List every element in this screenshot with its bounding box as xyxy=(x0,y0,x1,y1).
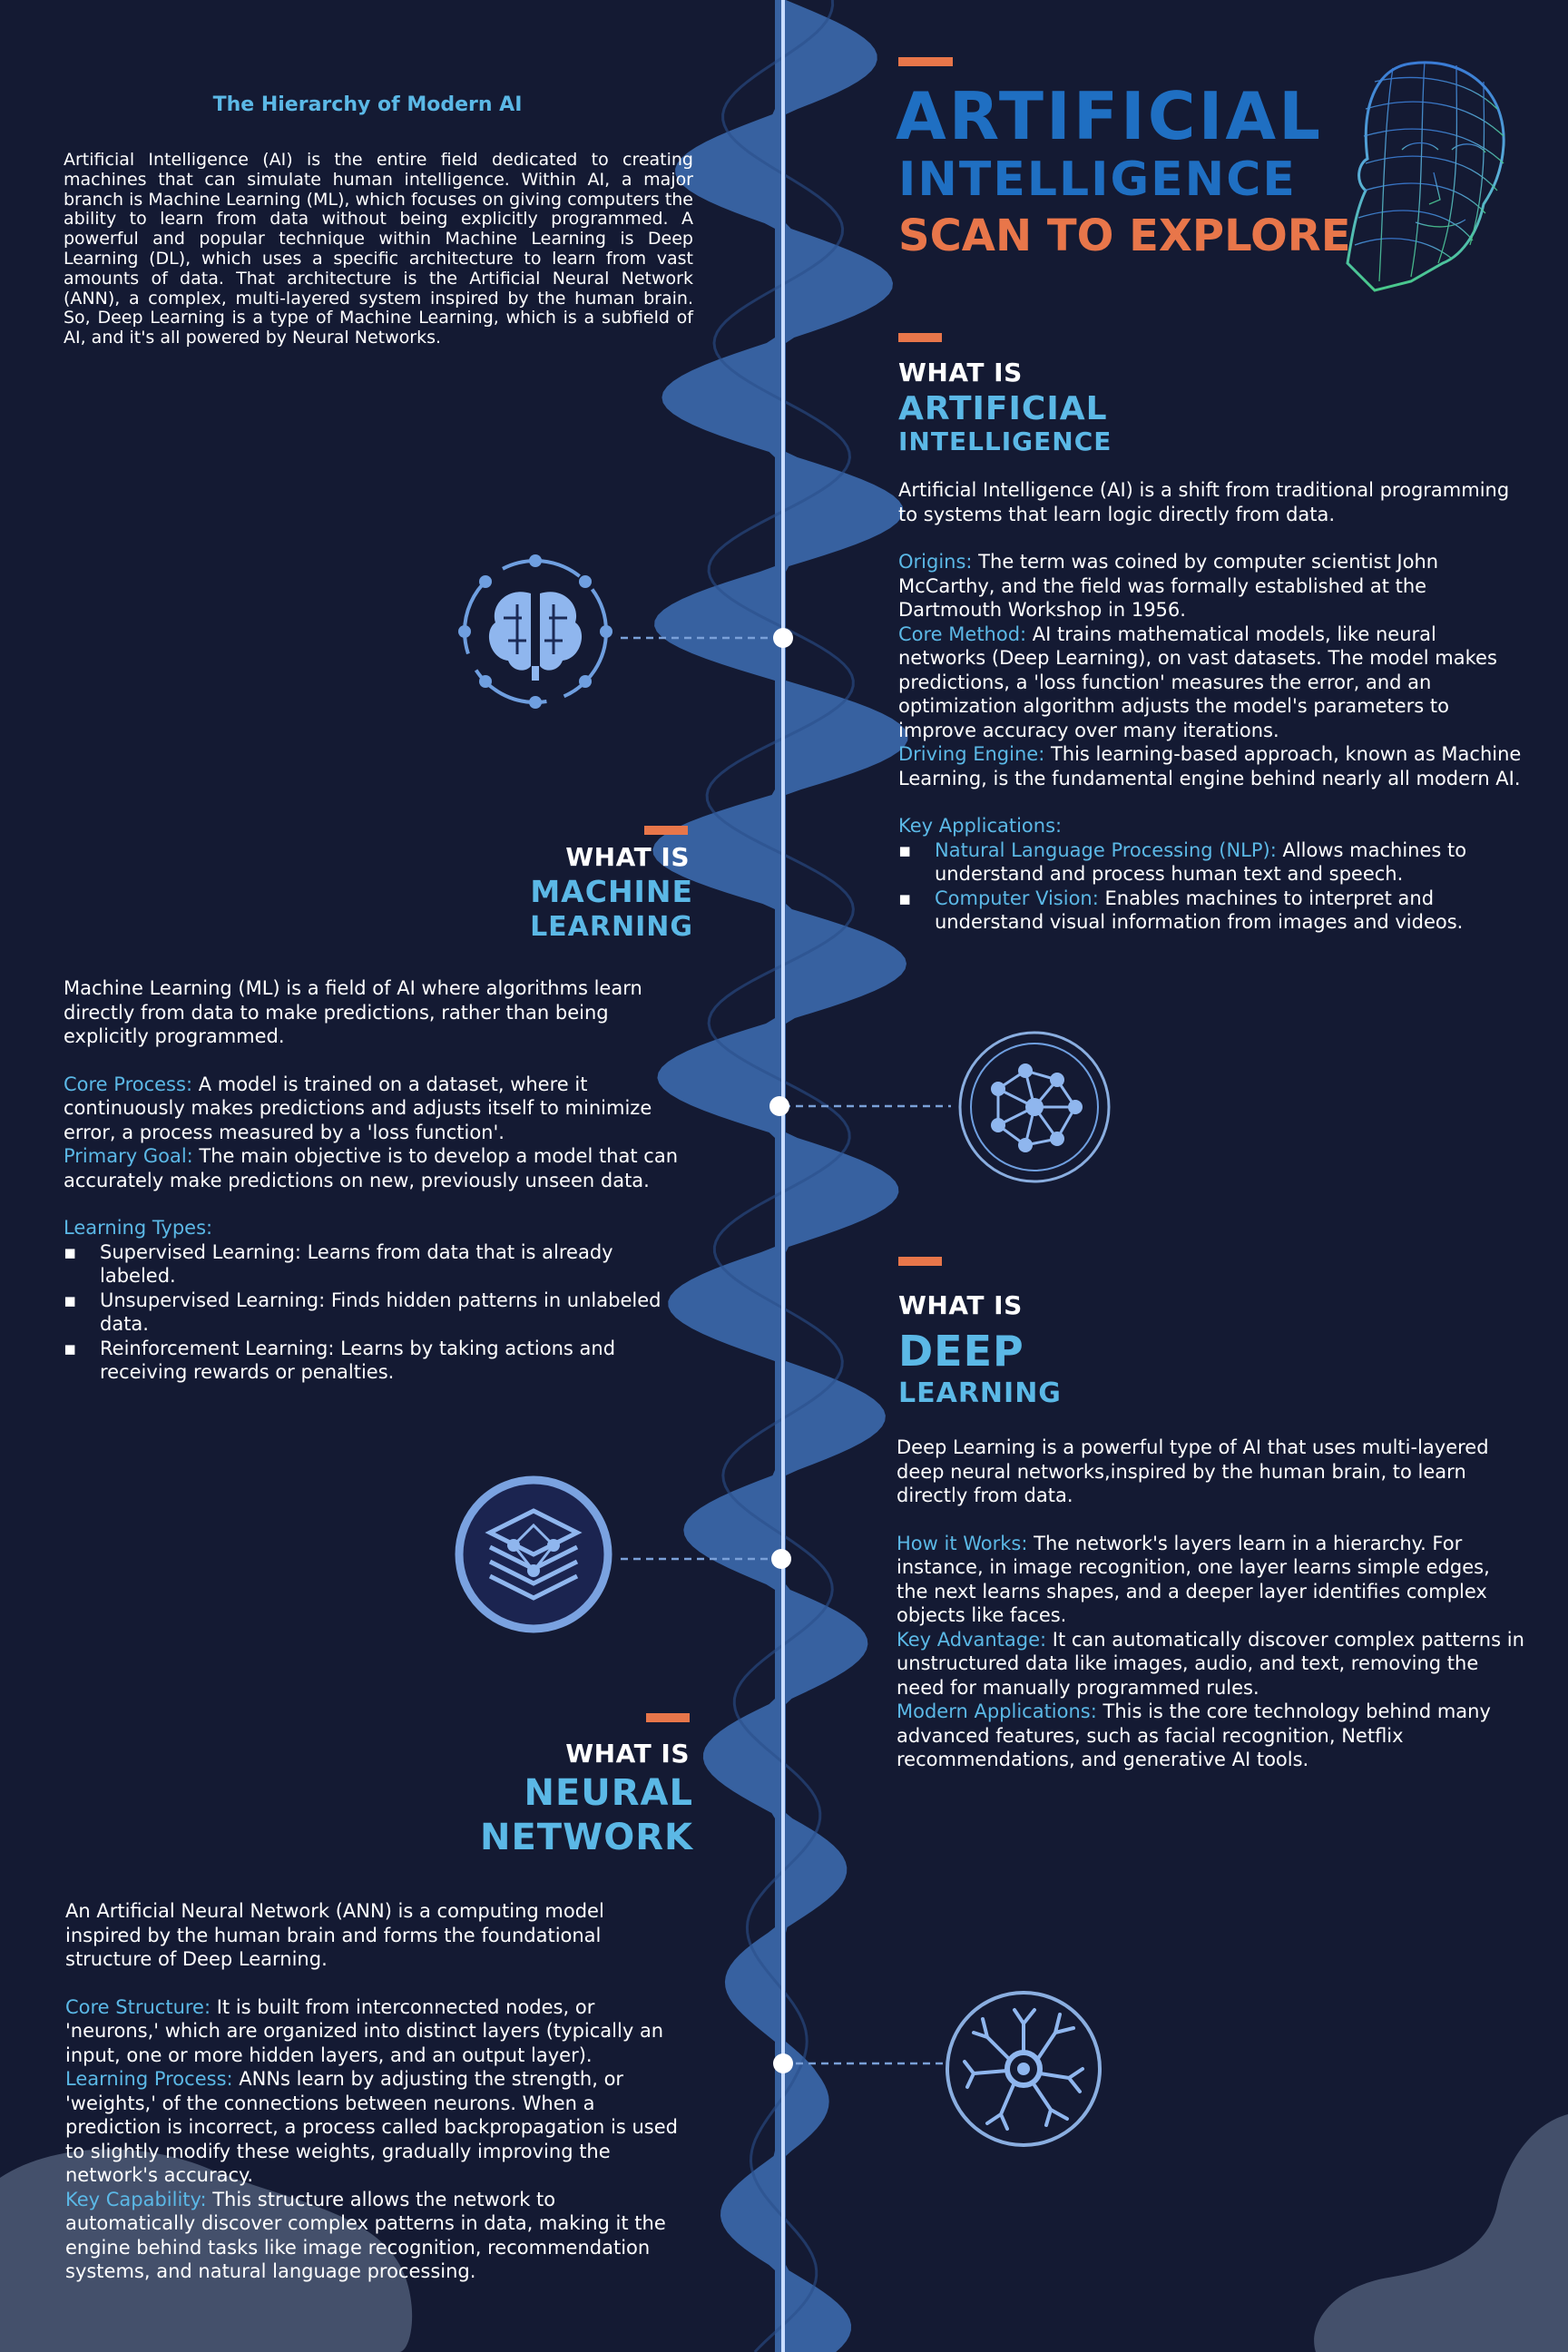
dl-how-label: How it Works: xyxy=(897,1532,1028,1554)
nn-learn: Learning Process: ANNs learn by adjustin… xyxy=(65,2067,681,2188)
ai-title-line2: INTELLIGENCE xyxy=(898,426,1112,456)
bottom-left-blob xyxy=(0,2149,413,2352)
nn-cap-label: Key Capability: xyxy=(65,2188,207,2210)
ml-type-text: Supervised Learning: Learns from data th… xyxy=(100,1240,613,1288)
ai-engine-text: This learning-based approach, known as M… xyxy=(898,743,1522,789)
ai-engine: Driving Engine: This learning-based appr… xyxy=(898,742,1524,790)
ml-core-text: A model is trained on a dataset, where i… xyxy=(64,1073,652,1143)
intro-text: Artificial Intelligence (AI) is the enti… xyxy=(64,150,693,348)
ml-goal-label: Primary Goal: xyxy=(64,1145,193,1167)
wave-shape xyxy=(652,0,908,2352)
ml-goal: Primary Goal: The main objective is to d… xyxy=(64,1144,690,1192)
bullet-icon: ▪ xyxy=(64,1289,77,1311)
layers-icon xyxy=(455,1475,612,1633)
dl-adv: Key Advantage: It can automatically disc… xyxy=(897,1628,1524,1700)
network-nodes-icon xyxy=(958,1031,1111,1183)
ml-core: Core Process: A model is trained on a da… xyxy=(64,1073,690,1145)
ai-what-is: WHAT IS xyxy=(898,358,1023,387)
dl-what-is: WHAT IS xyxy=(898,1290,1023,1320)
nn-title-line1: NEURAL xyxy=(524,1772,693,1814)
header-title-line2: INTELLIGENCE xyxy=(898,152,1297,207)
dl-intro: Deep Learning is a powerful type of AI t… xyxy=(897,1436,1489,1506)
ml-types-label: Learning Types: xyxy=(64,1217,213,1239)
nn-core-label: Core Structure: xyxy=(65,1995,211,2018)
ai-origins-label: Origins: xyxy=(898,551,973,573)
bottom-right-blob xyxy=(1314,2114,1568,2352)
ml-type-item: ▪ Unsupervised Learning: Finds hidden pat… xyxy=(64,1289,690,1337)
intro-title: The Hierarchy of Modern AI xyxy=(212,93,523,116)
nn-accent-bar xyxy=(646,1713,690,1722)
ai-engine-label: Driving Engine: xyxy=(898,743,1045,765)
ai-origins-text: The term was coined by computer scientis… xyxy=(898,551,1439,621)
ml-what-is: WHAT IS xyxy=(565,842,690,872)
ai-origins: Origins: The term was coined by computer… xyxy=(898,550,1524,622)
timeline-dot-nn xyxy=(773,2053,793,2073)
bullet-icon: ▪ xyxy=(898,838,912,861)
ai-accent-bar xyxy=(898,333,942,342)
ai-core-text: AI trains mathematical models, like neur… xyxy=(898,622,1497,741)
timeline-dot-ml xyxy=(769,1096,789,1116)
bullet-icon: ▪ xyxy=(64,1337,77,1359)
ml-accent-bar xyxy=(644,826,688,835)
dl-how: How it Works: The network's layers learn… xyxy=(897,1532,1524,1628)
dl-title-line2: LEARNING xyxy=(898,1377,1062,1409)
ml-type-text: Reinforcement Learning: Learns by taking… xyxy=(100,1337,616,1384)
ai-title-line1: ARTIFICIAL xyxy=(898,390,1108,427)
nn-intro: An Artificial Neural Network (ANN) is a … xyxy=(65,1900,604,1970)
ai-core: Core Method: AI trains mathematical mode… xyxy=(898,622,1524,743)
brain-icon xyxy=(458,554,612,709)
central-wave xyxy=(652,0,908,2352)
ml-intro: Machine Learning (ML) is a field of AI w… xyxy=(64,977,642,1047)
nn-learn-text: ANNs learn by adjusting the strength, or… xyxy=(65,2068,678,2186)
ai-app-label: Natural Language Processing (NLP): xyxy=(935,838,1277,861)
ai-apps-label: Key Applications: xyxy=(898,815,1063,837)
bullet-icon: ▪ xyxy=(898,887,912,909)
dl-apps: Modern Applications: This is the core te… xyxy=(897,1700,1524,1772)
dl-accent-bar xyxy=(898,1257,942,1266)
nn-body: An Artificial Neural Network (ANN) is a … xyxy=(65,1899,681,2284)
dl-title-line1: DEEP xyxy=(898,1327,1024,1376)
nn-core-text: It is built from interconnected nodes, o… xyxy=(65,1995,664,2066)
ml-goal-text: The main objective is to develop a model… xyxy=(64,1145,679,1191)
header-subtitle: SCAN TO EXPLORE xyxy=(898,211,1351,261)
nn-what-is: WHAT IS xyxy=(565,1739,690,1769)
header-title-line1: ARTIFICIAL xyxy=(896,78,1324,154)
ml-core-label: Core Process: xyxy=(64,1073,193,1095)
ml-body: Machine Learning (ML) is a field of AI w… xyxy=(64,976,690,1385)
header-accent-bar xyxy=(898,57,953,66)
ai-body: Artificial Intelligence (AI) is a shift … xyxy=(898,478,1524,935)
nn-title-line2: NETWORK xyxy=(479,1817,693,1858)
dl-adv-text: It can automatically discover complex pa… xyxy=(897,1628,1524,1699)
neuron-icon xyxy=(946,1991,1102,2147)
dl-body: Deep Learning is a powerful type of AI t… xyxy=(897,1436,1524,1772)
ai-app-text: Allows machines to understand and proces… xyxy=(935,838,1467,886)
nn-learn-label: Learning Process: xyxy=(65,2068,233,2090)
timeline-dot-dl xyxy=(771,1549,791,1569)
nn-cap-text: This structure allows the network to aut… xyxy=(65,2188,666,2283)
ai-app-item: ▪ Computer Vision: Enables machines to in… xyxy=(898,887,1524,935)
ai-app-text: Enables machines to interpret and unders… xyxy=(935,887,1464,934)
dl-apps-text: This is the core technology behind many … xyxy=(897,1700,1491,1770)
ml-title-line1: MACHINE xyxy=(530,874,693,909)
wave-shadow xyxy=(705,0,855,2352)
dl-how-text: The network's layers learn in a hierarch… xyxy=(897,1532,1490,1627)
ai-app-label: Computer Vision: xyxy=(935,887,1099,909)
ai-app-item: ▪ Natural Language Processing (NLP): Allo… xyxy=(898,838,1524,887)
bullet-icon: ▪ xyxy=(64,1240,77,1263)
ai-intro: Artificial Intelligence (AI) is a shift … xyxy=(898,479,1510,525)
dl-adv-label: Key Advantage: xyxy=(897,1628,1047,1651)
wireframe-head-icon xyxy=(1346,61,1505,292)
nn-core: Core Structure: It is built from interco… xyxy=(65,1995,681,2068)
ml-type-item: ▪ Supervised Learning: Learns from data t… xyxy=(64,1240,690,1289)
ml-type-text: Unsupervised Learning: Finds hidden patt… xyxy=(100,1289,662,1336)
ml-type-item: ▪ Reinforcement Learning: Learns by takin… xyxy=(64,1337,690,1385)
ai-core-label: Core Method: xyxy=(898,622,1027,645)
ml-title-line2: LEARNING xyxy=(530,911,693,943)
dl-apps-label: Modern Applications: xyxy=(897,1700,1097,1722)
nn-cap: Key Capability: This structure allows th… xyxy=(65,2188,681,2284)
timeline-dot-ai xyxy=(773,628,793,648)
